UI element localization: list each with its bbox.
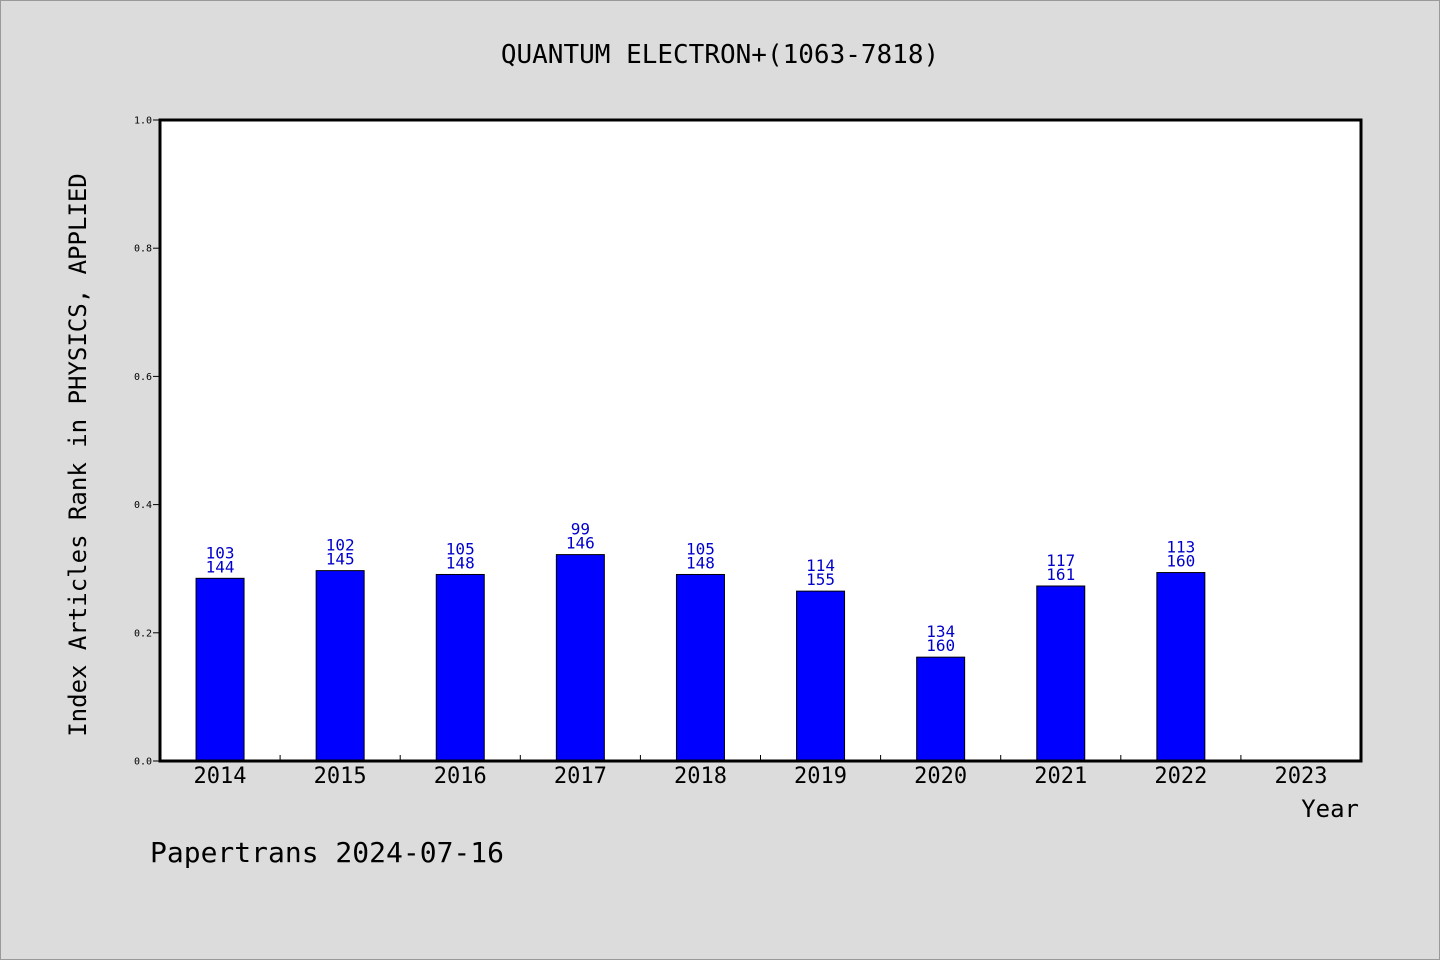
bar-label-top-2021: 117 — [1046, 551, 1075, 570]
y-axis-title: Index Articles Rank in PHYSICS, APPLIED — [64, 173, 92, 737]
bar-label-bottom-2017: 146 — [566, 534, 595, 553]
x-tick-label: 2014 — [194, 764, 247, 789]
bar-label-top-2020: 134 — [926, 622, 955, 641]
bar-2021 — [1036, 585, 1086, 762]
y-tick-label: 0.6 — [134, 372, 152, 383]
bar-label-bottom-2018: 148 — [686, 553, 715, 572]
bar-label-bottom-2019: 155 — [806, 570, 835, 589]
y-tick-label: 1.0 — [134, 116, 152, 127]
bar-2014 — [195, 577, 245, 762]
bar-label-bottom-2016: 148 — [446, 553, 475, 572]
x-axis-title: Year — [1301, 795, 1359, 823]
y-tick-label: 0.8 — [134, 244, 152, 255]
bar-2019 — [796, 590, 846, 762]
bar-label-bottom-2015: 145 — [326, 550, 355, 569]
x-tick-label: 2023 — [1274, 764, 1327, 789]
bar-label-top-2014: 103 — [206, 543, 235, 562]
bar-2015 — [315, 570, 365, 762]
x-tick-label: 2015 — [314, 764, 367, 789]
y-tick-label: 0.2 — [134, 628, 152, 639]
y-tick-label: 0.0 — [134, 757, 152, 768]
y-tick-label: 0.4 — [134, 500, 152, 511]
x-tick-label: 2019 — [794, 764, 847, 789]
bar-label-top-2017: 99 — [571, 520, 590, 539]
bar-label-bottom-2021: 161 — [1046, 565, 1075, 584]
x-tick-label: 2018 — [674, 764, 727, 789]
x-tick-label: 2021 — [1034, 764, 1087, 789]
x-tick-label: 2017 — [554, 764, 607, 789]
bar-2017 — [555, 554, 605, 762]
bar-label-bottom-2014: 144 — [206, 557, 235, 576]
bar-2022 — [1156, 572, 1206, 762]
bar-label-bottom-2020: 160 — [926, 636, 955, 655]
bar-label-bottom-2022: 160 — [1166, 552, 1195, 571]
bar-label-top-2022: 113 — [1166, 538, 1195, 557]
bar-label-top-2015: 102 — [326, 536, 355, 555]
bar-2020 — [916, 656, 966, 762]
x-tick-label: 2022 — [1154, 764, 1207, 789]
bar-label-top-2016: 105 — [446, 539, 475, 558]
bar-label-top-2019: 114 — [806, 556, 835, 575]
plot-border — [158, 118, 1363, 763]
chart-title: QUANTUM ELECTRON+(1063-7818) — [501, 40, 939, 70]
bar-label-top-2018: 105 — [686, 539, 715, 558]
bar-2016 — [435, 573, 485, 762]
bar-2018 — [675, 573, 725, 762]
x-tick-label: 2020 — [914, 764, 967, 789]
footer-credit: Papertrans 2024-07-16 — [150, 836, 504, 869]
x-tick-label: 2016 — [434, 764, 487, 789]
